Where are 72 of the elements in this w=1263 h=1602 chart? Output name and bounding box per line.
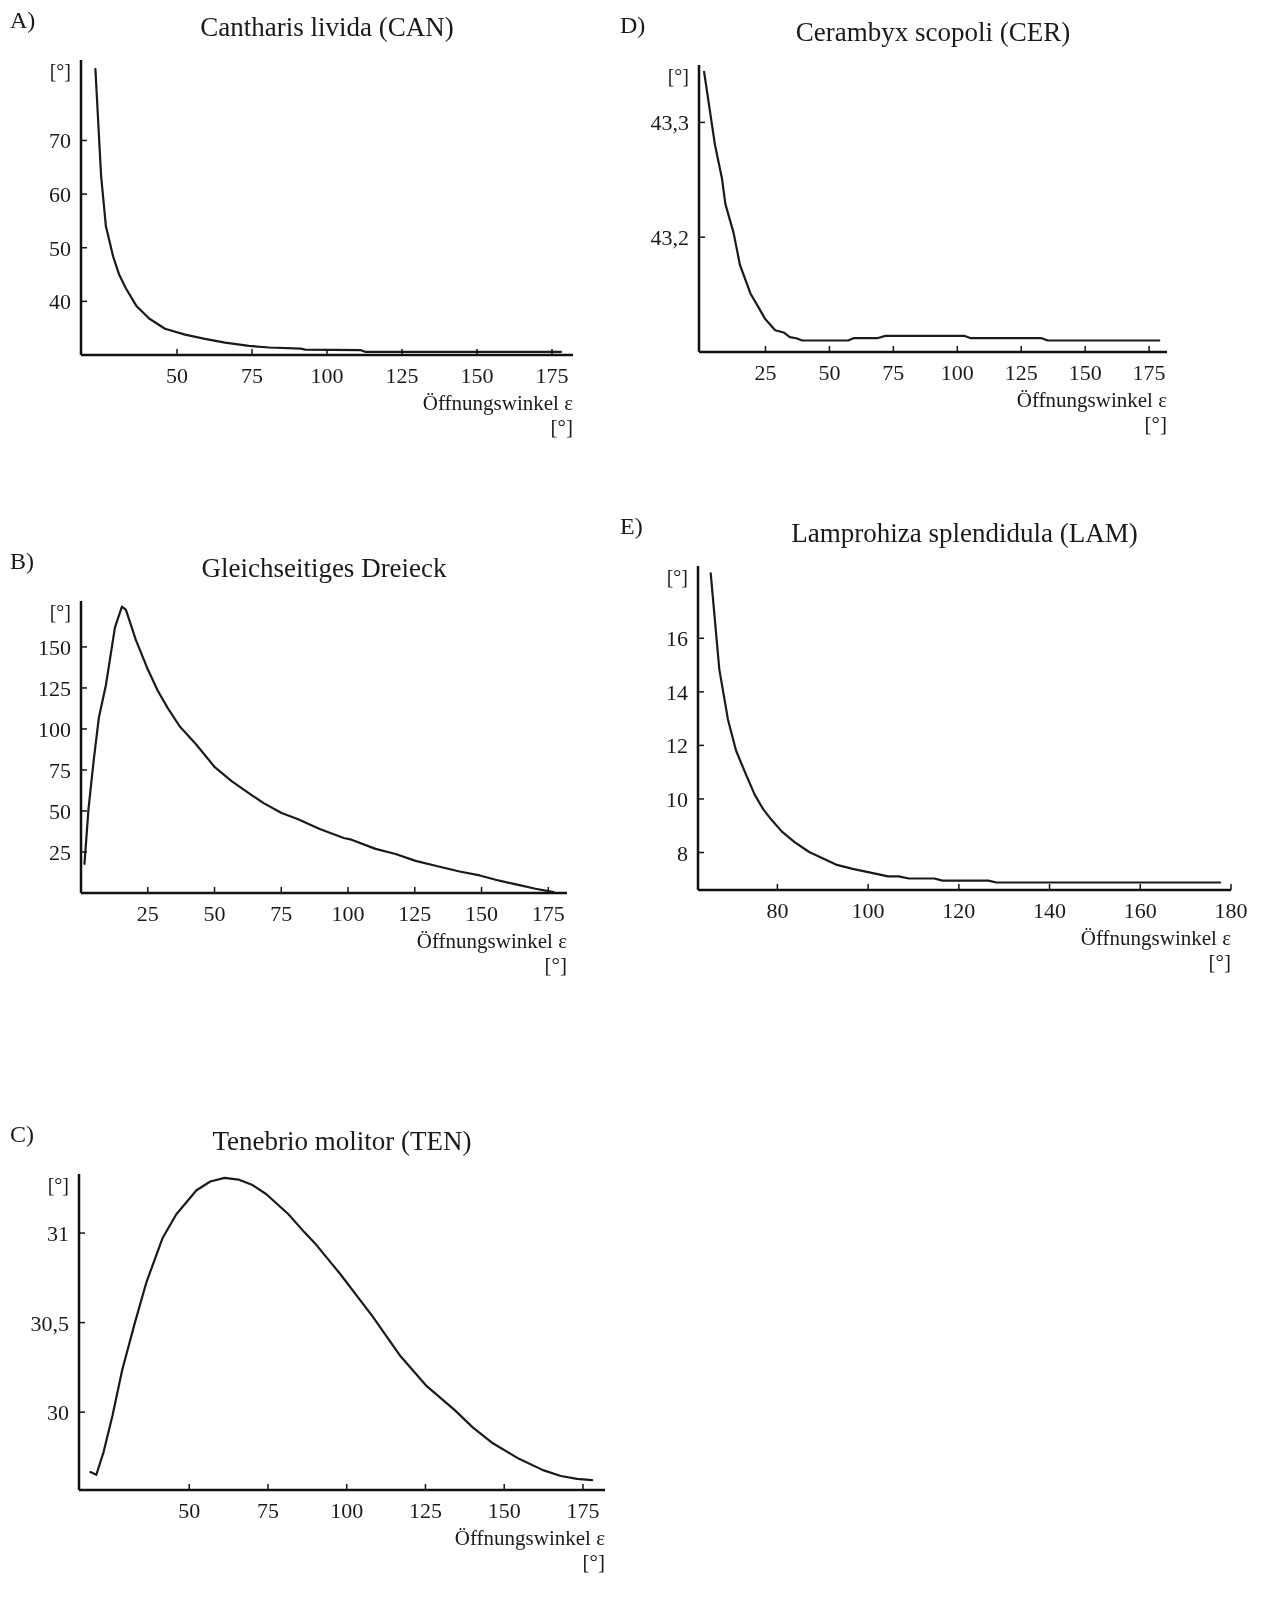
- x-tick-label: 175: [531, 901, 565, 926]
- x-tick-label: 125: [385, 363, 419, 388]
- y-tick-label: 150: [38, 634, 71, 660]
- x-tick-label: 80: [766, 898, 789, 923]
- chart-title: Lamprohiza splendidula (LAM): [791, 518, 1138, 548]
- text: C): [10, 1121, 34, 1147]
- text: D): [620, 12, 646, 38]
- x-axis-title: Öffnungswinkel ε [°]: [416, 929, 568, 977]
- y-tick-label: 16: [666, 626, 688, 652]
- chart-title: Tenebrio molitor (TEN): [212, 1126, 472, 1156]
- y-tick-label: 70: [49, 128, 71, 154]
- x-tick-label: 100: [940, 360, 974, 385]
- chart-title: Cantharis livida (CAN): [200, 12, 454, 42]
- y-tick-label: 8: [677, 840, 688, 866]
- chart-title: Cerambyx scopoli (CER): [795, 17, 1071, 47]
- y-axis-title: [°]: [49, 60, 71, 82]
- x-tick-label: 150: [487, 1498, 521, 1523]
- x-tick-label: 150: [460, 363, 494, 388]
- y-axis-title: [°]: [47, 1174, 69, 1196]
- x-tick-label: 25: [754, 360, 777, 385]
- x-tick-label: 100: [330, 1498, 364, 1523]
- x-tick-label: 50: [178, 1498, 201, 1523]
- x-tick-label: 50: [203, 901, 226, 926]
- x-tick-label: 175: [1132, 360, 1166, 385]
- y-tick-label: 10: [666, 786, 688, 812]
- y-tick-label: 125: [38, 675, 71, 701]
- y-tick-label: 30,5: [30, 1310, 69, 1336]
- y-tick-label: 40: [49, 289, 71, 315]
- y-tick-label: 75: [49, 757, 71, 783]
- x-tick-label: 175: [566, 1498, 600, 1523]
- x-tick-label: 120: [942, 898, 976, 923]
- x-tick-label: 150: [1068, 360, 1102, 385]
- x-tick-label: 125: [408, 1498, 442, 1523]
- x-tick-label: 75: [270, 901, 293, 926]
- text: B): [10, 548, 34, 574]
- y-tick-label: 25: [49, 839, 71, 865]
- x-tick-label: 125: [398, 901, 432, 926]
- y-tick-label: 50: [49, 235, 71, 261]
- x-tick-label: 50: [166, 363, 188, 388]
- y-tick-label: 14: [666, 679, 688, 705]
- y-tick-label: 31: [47, 1221, 69, 1247]
- x-axis-title: Öffnungswinkel ε [°]: [422, 391, 574, 439]
- x-axis-title: Öffnungswinkel ε [°]: [1080, 926, 1232, 974]
- y-tick-label: 100: [38, 716, 71, 742]
- y-tick-label: 12: [666, 733, 688, 759]
- x-tick-label: 140: [1033, 898, 1067, 923]
- x-tick-label: 75: [256, 1498, 279, 1523]
- text: E): [620, 513, 643, 539]
- x-tick-label: 75: [241, 363, 263, 388]
- x-tick-label: 50: [818, 360, 841, 385]
- y-tick-label: 30: [47, 1400, 69, 1426]
- x-tick-label: 180: [1214, 898, 1248, 923]
- x-tick-label: 25: [136, 901, 159, 926]
- x-tick-label: 150: [465, 901, 499, 926]
- x-tick-label: 100: [331, 901, 365, 926]
- y-axis-title: [°]: [666, 566, 688, 588]
- x-tick-label: 160: [1123, 898, 1157, 923]
- x-tick-label: 100: [310, 363, 344, 388]
- y-tick-label: 43,2: [650, 225, 689, 251]
- text: A): [10, 7, 36, 33]
- y-axis-title: [°]: [667, 65, 689, 87]
- y-tick-label: 43,3: [650, 110, 689, 136]
- y-axis-title: [°]: [49, 601, 71, 623]
- y-tick-label: 60: [49, 182, 71, 208]
- x-tick-label: 100: [851, 898, 885, 923]
- x-axis-title: Öffnungswinkel ε [°]: [1016, 388, 1168, 436]
- x-tick-label: 175: [535, 363, 569, 388]
- y-tick-label: 50: [49, 798, 71, 824]
- x-axis-title: Öffnungswinkel ε [°]: [454, 1526, 606, 1574]
- x-tick-label: 125: [1004, 360, 1038, 385]
- chart-title: Gleichseitiges Dreieck: [201, 553, 448, 583]
- x-tick-label: 75: [882, 360, 905, 385]
